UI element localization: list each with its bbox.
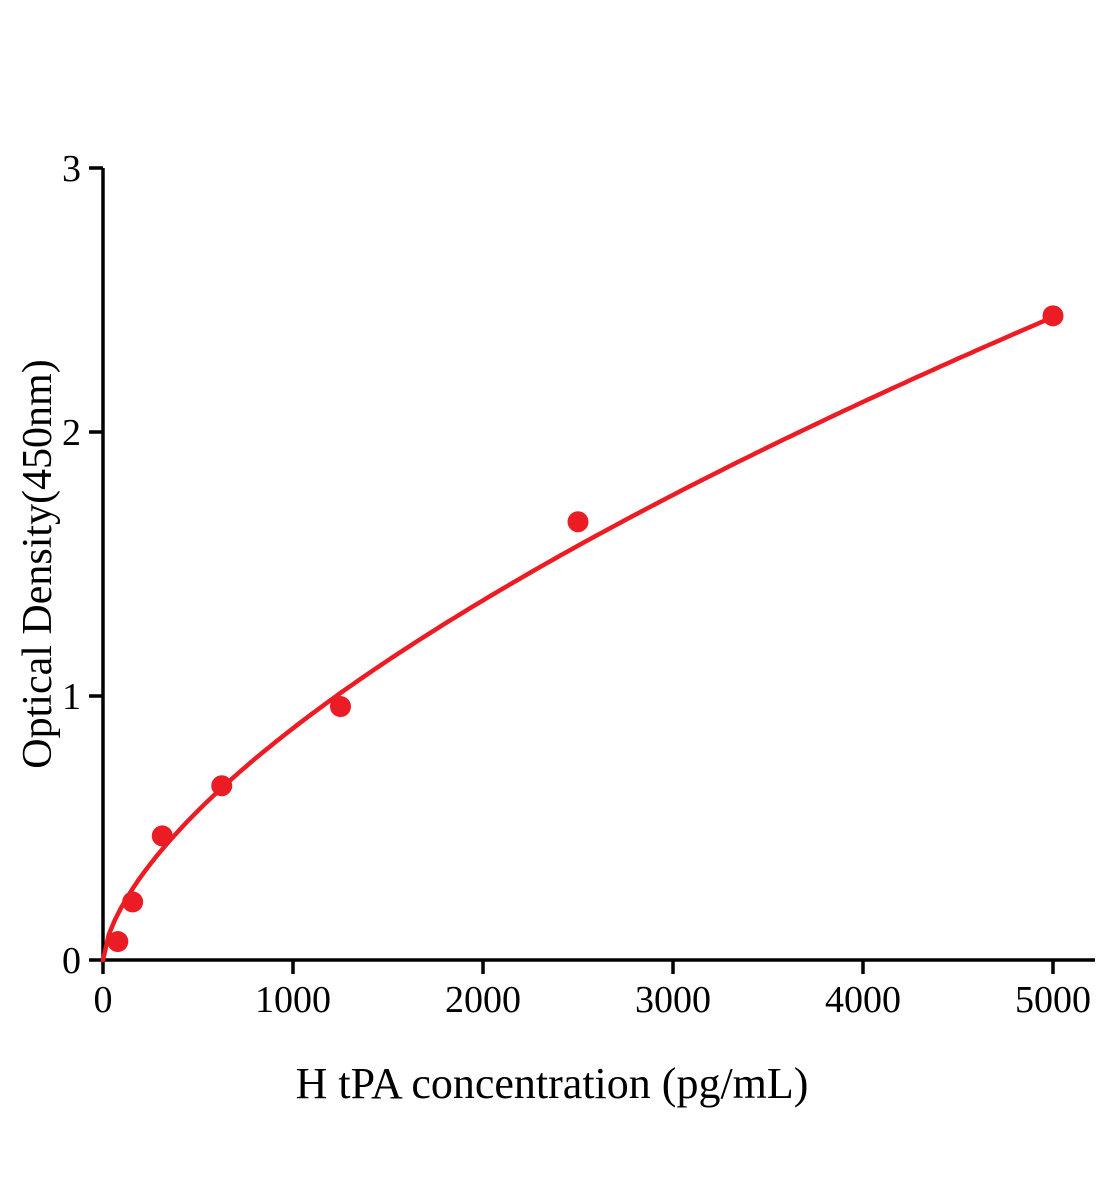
x-tick-label: 3000: [635, 979, 711, 1021]
x-axis-title: H tPA concentration (pg/mL): [295, 1059, 809, 1108]
x-tick-label: 5000: [1015, 979, 1091, 1021]
data-point: [107, 931, 129, 953]
x-tick-label: 0: [94, 979, 113, 1021]
x-tick-label: 4000: [825, 979, 901, 1021]
axis-lines: [101, 168, 1095, 962]
y-axis-title: Optical Density(450nm): [15, 359, 61, 769]
x-tick-label: 2000: [445, 979, 521, 1021]
x-tick-label: 1000: [255, 979, 331, 1021]
fit-curve-path: [100, 314, 1056, 963]
axes: 0 1000 2000 3000 4000 5000 0 1 2 3: [62, 148, 1095, 1021]
data-point: [151, 825, 173, 847]
y-tick-label: 0: [62, 940, 81, 982]
data-point: [211, 775, 233, 797]
data-point: [330, 696, 351, 718]
data-point: [1042, 305, 1064, 327]
fit-curve: [100, 314, 1056, 963]
y-tick-label: 1: [62, 676, 81, 718]
data-points: [107, 305, 1064, 953]
data-point: [567, 511, 589, 533]
y-tick-label: 2: [62, 412, 81, 454]
data-point: [122, 891, 144, 913]
y-tick-label: 3: [62, 148, 81, 190]
